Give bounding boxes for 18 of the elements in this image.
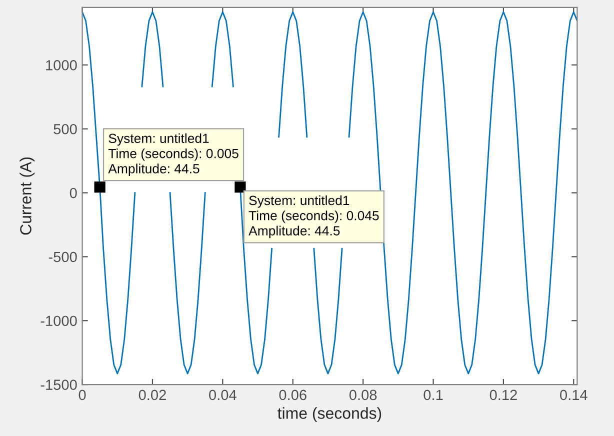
y-tick-label: 0 [70,188,77,198]
x-tick-label: 0 [78,390,86,400]
y-tick-label: -500 [48,252,77,262]
annotation: System: untitled1 Time (seconds): 0.005 Amplitude: 44.5 [108,133,238,176]
y-axis-title: Current (A) [20,157,35,235]
y-tick-label: -1000 [40,316,77,326]
x-axis-title: time (seconds) [278,407,382,422]
x-tick-label: 0.02 [138,390,166,400]
y-tick-label: 500 [54,124,77,134]
annotation: System: untitled1 Time (seconds): 0.045 Amplitude: 44.5 [248,195,379,238]
x-tick-label: 0.08 [349,390,377,400]
y-tick-label: -1500 [40,380,77,390]
y-tick-label: 1000 [46,60,77,70]
x-tick-label: 0.14 [560,390,588,400]
x-tick-label: 0.04 [209,390,236,400]
x-tick-label: 0.12 [490,390,517,400]
x-tick-label: 0.06 [279,390,306,400]
x-tick-label: 0.1 [424,390,443,400]
